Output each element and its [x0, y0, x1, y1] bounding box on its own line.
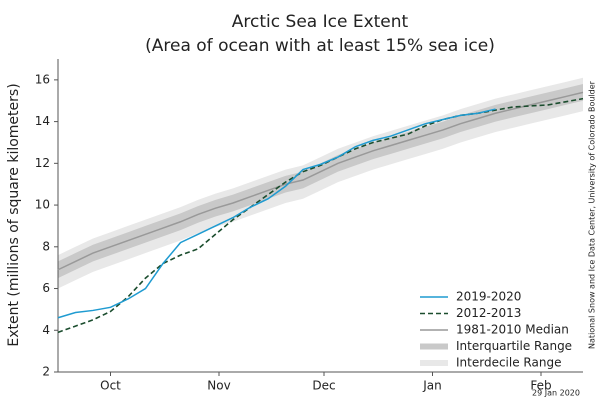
series-line	[57, 97, 584, 334]
y-tick-label: 16	[35, 72, 50, 86]
series-line	[57, 108, 496, 319]
range-band	[58, 84, 583, 279]
legend-label: 2019-2020	[456, 290, 521, 304]
x-tick-label: Dec	[312, 379, 335, 393]
legend-swatch	[420, 360, 448, 366]
legend-label: 1981-2010 Median	[456, 323, 569, 337]
y-tick-label: 6	[42, 281, 50, 295]
x-tick-label: Oct	[100, 379, 121, 393]
legend-swatch	[420, 343, 448, 350]
x-tick-label: Jan	[422, 379, 442, 393]
y-tick-label: 4	[42, 323, 50, 337]
y-tick-label: 2	[42, 365, 50, 379]
legend-label: 2012-2013	[456, 306, 521, 320]
x-tick-label: Nov	[207, 379, 230, 393]
series-line	[57, 91, 584, 271]
y-tick-label: 8	[42, 239, 50, 253]
legend-label: Interdecile Range	[456, 356, 561, 370]
date-note: 29 Jan 2020	[532, 389, 580, 398]
y-tick-label: 10	[35, 198, 50, 212]
y-tick-label: 12	[35, 156, 50, 170]
legend-label: Interquartile Range	[456, 339, 572, 353]
chart-subtitle: (Area of ocean with at least 15% sea ice…	[145, 36, 495, 56]
y-axis-label: Extent (millions of square kilometers)	[6, 83, 22, 346]
y-tick-label: 14	[35, 114, 50, 128]
credit: National Snow and Ice Data Center, Unive…	[588, 80, 597, 349]
chart-title: Arctic Sea Ice Extent	[232, 12, 409, 32]
x-tick-label: Feb	[530, 379, 551, 393]
